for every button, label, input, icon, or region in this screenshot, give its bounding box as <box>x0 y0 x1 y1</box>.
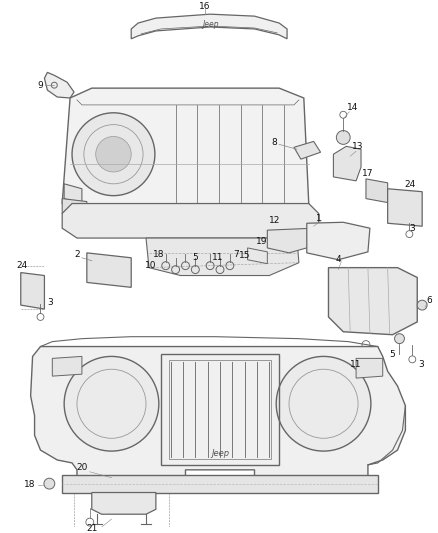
Text: 24: 24 <box>16 261 27 270</box>
Polygon shape <box>333 147 361 181</box>
Polygon shape <box>31 346 406 480</box>
Text: 2: 2 <box>74 251 80 260</box>
Polygon shape <box>62 88 309 213</box>
Polygon shape <box>62 475 378 492</box>
Text: 11: 11 <box>350 360 362 369</box>
Circle shape <box>72 113 155 196</box>
Text: 5: 5 <box>192 253 198 262</box>
Polygon shape <box>307 222 370 260</box>
Text: 13: 13 <box>352 142 364 151</box>
Ellipse shape <box>93 259 124 280</box>
Polygon shape <box>21 272 44 309</box>
Text: 3: 3 <box>410 224 415 233</box>
Polygon shape <box>356 358 383 378</box>
Polygon shape <box>366 179 388 203</box>
Text: 14: 14 <box>347 103 359 112</box>
Text: 6: 6 <box>426 296 432 305</box>
Polygon shape <box>52 357 82 376</box>
Text: 4: 4 <box>336 255 341 264</box>
Text: 19: 19 <box>256 238 267 246</box>
Text: 18: 18 <box>153 251 165 260</box>
Text: 17: 17 <box>362 169 374 179</box>
Polygon shape <box>87 253 131 287</box>
Text: 8: 8 <box>272 138 277 147</box>
Polygon shape <box>131 14 287 39</box>
Polygon shape <box>44 72 74 98</box>
Circle shape <box>44 478 55 489</box>
Text: 15: 15 <box>239 251 251 260</box>
Text: 7: 7 <box>233 251 239 260</box>
Circle shape <box>336 131 350 144</box>
Text: 1: 1 <box>316 214 321 223</box>
Text: 12: 12 <box>268 216 280 225</box>
Polygon shape <box>267 228 314 253</box>
Text: Jeep: Jeep <box>202 20 219 29</box>
Text: 24: 24 <box>405 180 416 189</box>
Polygon shape <box>146 238 299 276</box>
Polygon shape <box>62 199 87 216</box>
Polygon shape <box>328 268 417 335</box>
Text: 3: 3 <box>47 297 53 306</box>
Text: Jeep: Jeep <box>211 449 229 457</box>
Text: 5: 5 <box>390 350 396 359</box>
Text: 10: 10 <box>145 261 157 270</box>
Polygon shape <box>64 184 82 204</box>
Polygon shape <box>92 492 156 514</box>
Circle shape <box>417 300 427 310</box>
Circle shape <box>276 357 371 451</box>
Polygon shape <box>62 204 318 238</box>
Text: 21: 21 <box>86 523 98 532</box>
Text: 20: 20 <box>76 463 88 472</box>
Circle shape <box>96 136 131 172</box>
Circle shape <box>64 357 159 451</box>
Text: 11: 11 <box>212 253 224 262</box>
Polygon shape <box>294 141 321 159</box>
Text: 9: 9 <box>38 80 43 90</box>
Text: 18: 18 <box>24 480 35 489</box>
Polygon shape <box>247 248 267 264</box>
Text: 3: 3 <box>418 360 424 369</box>
Circle shape <box>395 334 404 344</box>
Polygon shape <box>388 189 422 226</box>
Text: 16: 16 <box>199 2 211 11</box>
